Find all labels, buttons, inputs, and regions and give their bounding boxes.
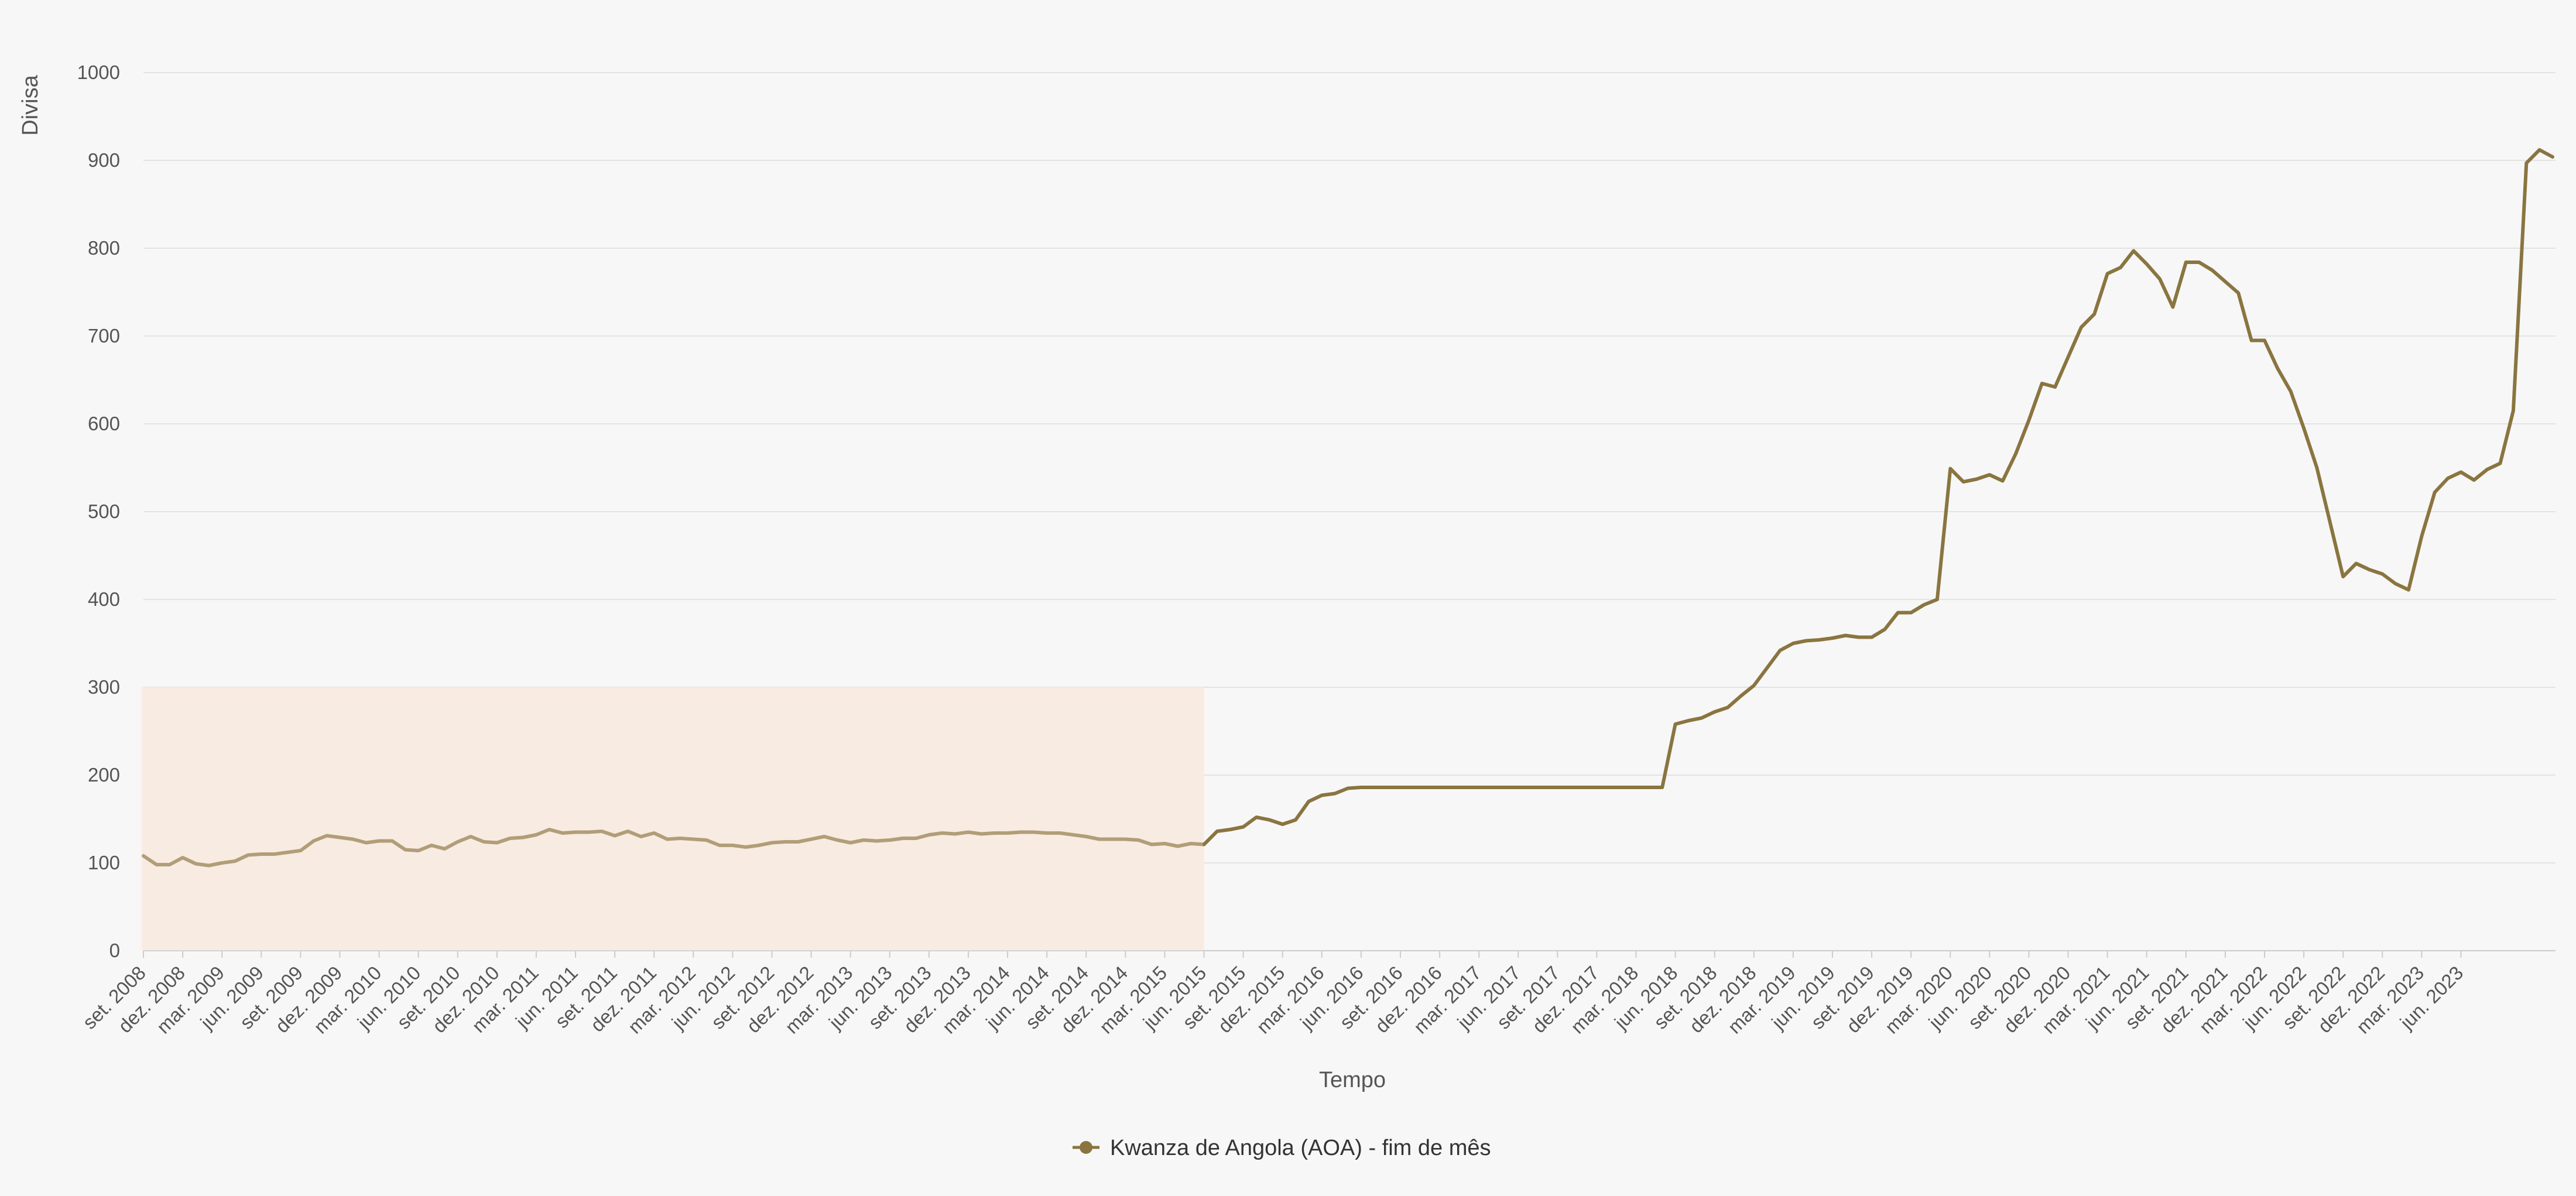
y-tick-label: 400: [88, 588, 120, 610]
y-tick-label: 0: [109, 940, 120, 961]
y-tick-label: 500: [88, 501, 120, 522]
legend[interactable]: Kwanza de Angola (AOA) - fim de mês: [1073, 1136, 1491, 1160]
x-axis-title: Tempo: [1319, 1068, 1386, 1092]
y-axis-ticks: 0 100 200 300 400 500 600 700 800 900 1000: [77, 61, 120, 961]
series-line-aoa: [142, 148, 2554, 868]
y-tick-label: 900: [88, 149, 120, 171]
y-tick-label: 100: [88, 852, 120, 873]
shaded-band-overlay: [140, 687, 1203, 951]
y-tick-label: 800: [88, 237, 120, 259]
y-tick-label: 700: [88, 325, 120, 347]
y-tick-label: 200: [88, 764, 120, 786]
y-tick-label: 600: [88, 413, 120, 434]
y-axis-title: Divisa: [18, 74, 43, 135]
legend-dot-marker: [1080, 1141, 1092, 1154]
series-layer: [140, 148, 2554, 951]
legend-label: Kwanza de Angola (AOA) - fim de mês: [1110, 1136, 1491, 1160]
y-tick-label: 300: [88, 676, 120, 698]
shaded-period-band: [142, 687, 1204, 951]
y-tick-label: 1000: [77, 61, 120, 83]
